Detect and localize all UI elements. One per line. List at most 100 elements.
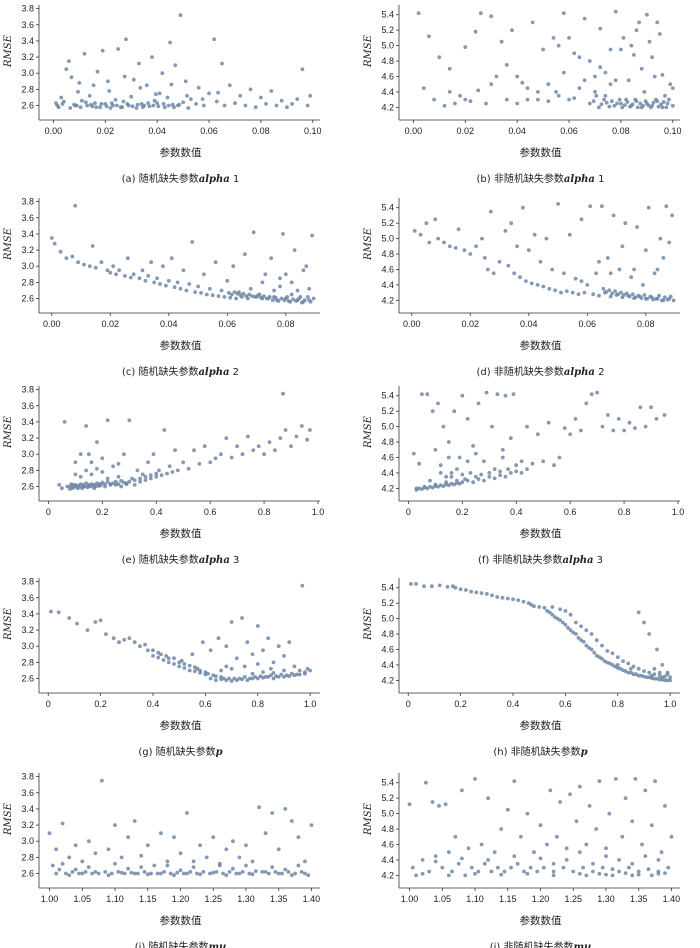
y-tick-label: 4.6	[381, 264, 394, 274]
data-point	[427, 34, 431, 39]
data-point	[567, 232, 572, 237]
data-point	[466, 846, 471, 851]
data-point	[430, 409, 435, 414]
data-point	[457, 455, 462, 460]
data-point	[597, 293, 601, 298]
x-tick-label: 0.00	[45, 126, 63, 136]
data-point	[591, 292, 596, 297]
y-tick-label: 3.8	[21, 577, 34, 587]
data-point	[266, 675, 271, 679]
data-point	[175, 280, 180, 285]
data-point	[541, 865, 546, 870]
data-point	[646, 867, 651, 872]
data-point	[85, 628, 90, 632]
data-point	[458, 93, 462, 98]
data-point	[60, 861, 65, 866]
data-point	[620, 244, 625, 249]
y-tick-label: 2.6	[21, 869, 34, 879]
data-point	[616, 417, 621, 421]
x-tick-label: 0	[406, 699, 411, 709]
data-point	[292, 248, 297, 253]
data-point	[137, 276, 142, 281]
data-point	[582, 16, 587, 21]
data-point	[217, 861, 222, 866]
data-point	[98, 618, 103, 623]
data-point	[607, 104, 612, 109]
data-point	[259, 95, 263, 100]
data-point	[644, 675, 649, 680]
data-point	[547, 610, 552, 615]
data-point	[276, 299, 281, 303]
data-point	[227, 870, 232, 874]
data-point	[262, 294, 266, 298]
data-point	[300, 67, 305, 72]
data-point	[106, 79, 110, 84]
data-point	[73, 867, 78, 872]
data-point	[224, 664, 229, 669]
data-point	[143, 478, 148, 482]
data-point	[638, 405, 643, 410]
data-point	[219, 452, 223, 457]
data-point	[172, 662, 176, 666]
x-tick-label: 1.05	[74, 894, 92, 904]
data-point	[161, 102, 166, 106]
data-point	[181, 268, 186, 273]
y-axis-label: RMSE	[363, 34, 374, 68]
data-point	[264, 102, 268, 106]
data-point	[270, 865, 275, 869]
data-point	[504, 63, 509, 67]
y-tick-label: 3.4	[21, 417, 34, 427]
chart-panel-e: 2.6 2.8 3.0 3.2 3.4 3.6 3.8 0 0.2 0.4 0.6 0.8 1.0 RMS…	[3, 385, 324, 566]
data-point	[567, 97, 571, 102]
x-tick-label: 1.35	[630, 894, 648, 904]
data-point	[515, 74, 520, 79]
x-tick-label: 1.20	[532, 894, 550, 904]
chart-panel-b: 4.2 4.4 4.6 4.8 5.0 5.2 5.4 0.00 0.02 0.04 0.06 0.0…	[363, 5, 682, 185]
data-point	[122, 74, 127, 79]
chart-panel-h: 4.2 4.4 4.6 4.8 5.0 5.2 5.4 0 0.2 0.4 0.6 0.8 1.0 RMS…	[363, 578, 680, 758]
data-point	[607, 288, 612, 293]
x-tick-label: 0.6	[204, 507, 217, 517]
data-point	[165, 863, 170, 868]
data-point	[150, 55, 154, 59]
y-tick-label: 4.2	[381, 870, 394, 880]
data-point	[622, 428, 626, 433]
data-point	[597, 259, 601, 264]
y-axis-label: RMSE	[3, 607, 14, 641]
data-point	[424, 780, 428, 785]
data-point	[668, 675, 672, 680]
x-tick-label: 0.02	[456, 126, 474, 136]
x-tick-label: 1.15	[499, 894, 517, 904]
data-point	[182, 666, 187, 670]
x-tick-label: 1.10	[106, 894, 124, 904]
data-point	[77, 871, 81, 876]
data-point	[440, 865, 445, 870]
data-point	[172, 873, 176, 878]
data-point	[637, 20, 641, 25]
data-point	[69, 482, 74, 486]
data-point	[198, 843, 203, 848]
data-point	[662, 295, 667, 300]
data-point	[649, 873, 654, 878]
data-point	[278, 284, 282, 289]
data-point	[509, 865, 513, 870]
y-tick-label: 5.2	[381, 25, 394, 35]
data-point	[122, 637, 127, 642]
data-point	[64, 256, 69, 261]
y-tick-label: 4.8	[381, 249, 394, 259]
data-point	[665, 678, 670, 683]
data-point	[310, 233, 314, 238]
data-point	[159, 831, 163, 836]
data-point	[200, 97, 205, 101]
data-point	[585, 283, 590, 287]
data-point	[235, 444, 240, 449]
data-point	[587, 101, 592, 106]
data-point	[665, 670, 670, 675]
y-tick-label: 3.2	[21, 245, 34, 255]
data-point	[608, 47, 613, 52]
data-point	[572, 96, 577, 100]
data-point	[525, 86, 530, 90]
data-point	[260, 280, 265, 285]
data-point	[622, 103, 627, 107]
x-axis-label: 参数数值	[160, 719, 202, 732]
